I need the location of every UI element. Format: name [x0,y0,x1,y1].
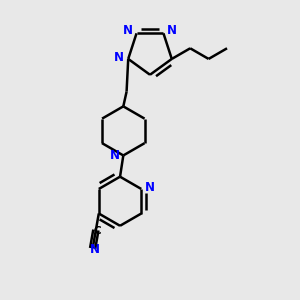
Text: N: N [114,51,124,64]
Text: N: N [89,243,100,256]
Text: N: N [167,24,177,37]
Text: N: N [123,24,134,37]
Text: N: N [110,149,120,162]
Text: N: N [145,181,154,194]
Text: C: C [94,226,101,236]
